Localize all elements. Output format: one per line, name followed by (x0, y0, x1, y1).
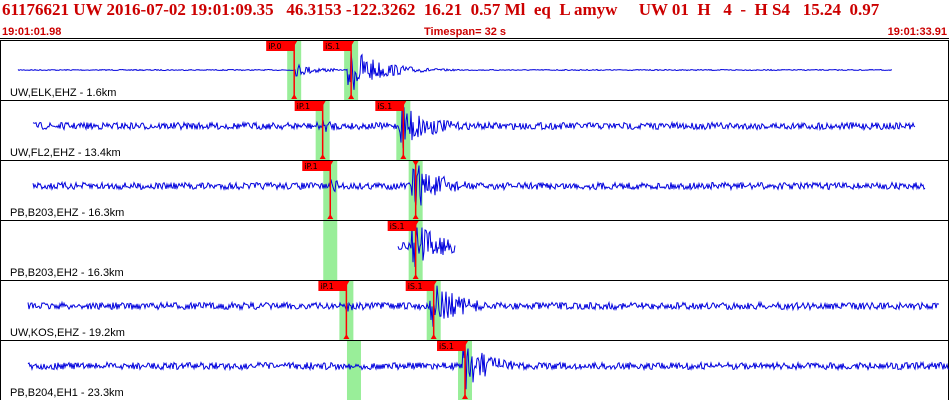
channel-frame (0, 340, 949, 400)
pick-flag[interactable] (375, 101, 404, 111)
channel-label: PB,B203,EH2 - 16.3km (10, 267, 124, 279)
channel-label: UW,FL2,EHZ - 13.4km (10, 147, 121, 159)
channel-label: UW,KOS,EHZ - 19.2km (10, 327, 125, 339)
pick-triangle-icon (291, 94, 298, 99)
pick-flag[interactable] (294, 101, 323, 111)
waveform-trace[interactable] (32, 107, 916, 149)
channel-label: PB,B204,EH1 - 23.3km (10, 387, 124, 399)
pick-flag[interactable] (437, 341, 466, 351)
time-start-label: 19:01:01.98 (2, 26, 62, 38)
pick-window (346, 341, 361, 400)
pick-triangle-icon (412, 214, 419, 219)
pick-label: iP.1 (320, 282, 333, 291)
channel-label: PB,B203,EHZ - 16.3km (10, 207, 124, 219)
channel-frame (0, 280, 949, 341)
pick-label: iP.0 (268, 42, 281, 51)
pick-window (323, 221, 338, 280)
pick-triangle-icon (319, 154, 326, 159)
pick-triangle-icon (462, 394, 469, 399)
channel-frame (0, 220, 949, 281)
channel-frame (0, 160, 949, 221)
pick-flag[interactable] (318, 281, 347, 291)
pick-label: iS.1 (377, 102, 392, 111)
pick-triangle-icon (327, 214, 334, 219)
pick-flag[interactable] (302, 161, 331, 171)
pick-triangle-icon (412, 161, 419, 166)
timebar-divider (0, 38, 949, 39)
pick-label: iP.1 (304, 162, 317, 171)
pick-triangle-icon (348, 94, 355, 99)
pick-flag[interactable] (405, 281, 434, 291)
pick-label: iS.1 (390, 222, 405, 231)
pick-flag[interactable] (387, 221, 416, 231)
waveform-trace[interactable] (32, 165, 926, 206)
pick-flag[interactable] (323, 41, 352, 51)
pick-triangle-icon (412, 274, 419, 279)
waveform-trace[interactable] (17, 52, 892, 90)
event-summary-header: 61176621 UW 2016-07-02 19:01:09.35 46.31… (2, 0, 880, 19)
pick-flag[interactable] (266, 41, 295, 51)
timespan-label: Timespan= 32 s (424, 26, 507, 38)
time-end-label: 19:01:33.91 (887, 26, 947, 38)
pick-label: iS.1 (439, 342, 454, 351)
pick-label: iS.1 (408, 282, 423, 291)
channel-label: UW,ELK,EHZ - 1.6km (10, 87, 116, 99)
waveform-trace[interactable] (27, 285, 939, 327)
waveform-trace[interactable] (27, 344, 949, 390)
channel-frame (0, 100, 949, 161)
waveform-trace[interactable] (397, 226, 456, 268)
pick-label: iP.1 (297, 102, 310, 111)
pick-triangle-icon (400, 154, 407, 159)
pick-triangle-icon (430, 334, 437, 339)
pick-triangle-icon (343, 334, 350, 339)
pick-label: iS.1 (325, 42, 340, 51)
